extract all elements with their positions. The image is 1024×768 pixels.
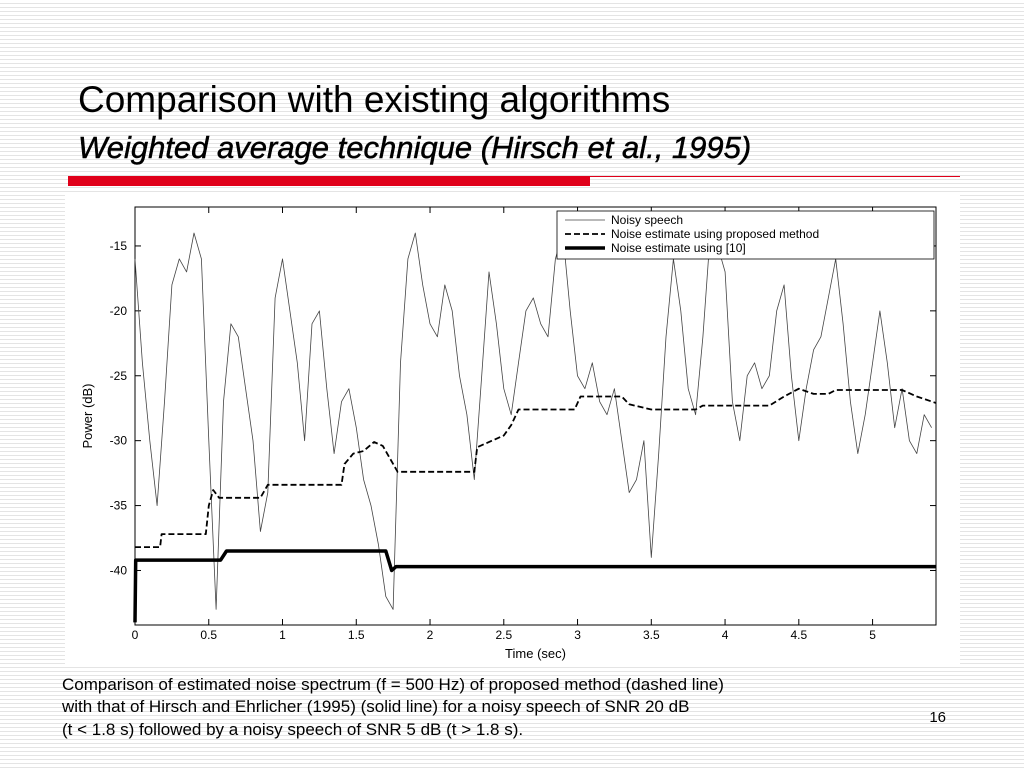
title-bar	[68, 176, 590, 186]
y-tick-label: -15	[110, 239, 128, 253]
chart: -15 -20 -25 -30 -35 -40 0 0.5 1 1.5 2 2.5 3 3.5 4 4.5 5 T…	[80, 206, 937, 661]
series-line	[133, 549, 936, 623]
page-number: 16	[929, 709, 946, 726]
legend-label: Noise estimate using proposed method	[611, 227, 819, 241]
x-axis-label: Time (sec)	[505, 646, 566, 661]
x-tick-label: 1.5	[348, 628, 365, 642]
caption-line: Comparison of estimated noise spectrum (…	[62, 675, 724, 694]
x-tick-label: 0.5	[200, 628, 217, 642]
y-axis-label: Power (dB)	[80, 383, 95, 448]
x-tick-label: 4.5	[790, 628, 807, 642]
legend-label: Noise estimate using [10]	[611, 241, 746, 255]
plot-frame	[134, 206, 937, 626]
legend-label: Noisy speech	[611, 213, 683, 227]
legend-box	[556, 210, 935, 260]
x-tick-label: 1	[279, 628, 286, 642]
y-tick-label: -20	[110, 304, 128, 318]
y-tick-label: -35	[110, 499, 128, 513]
y-tick-label: -40	[110, 563, 128, 577]
x-tick-label: 2.5	[495, 628, 512, 642]
x-tick-label: 2	[427, 628, 434, 642]
y-tick-label: -25	[110, 369, 128, 383]
x-tick-label: 5	[869, 628, 876, 642]
x-tick-label: 3.5	[643, 628, 660, 642]
caption-line: with that of Hirsch and Ehrlicher (1995)…	[61, 697, 689, 716]
caption-line: (t < 1.8 s) followed by a noisy speech o…	[62, 720, 523, 739]
y-tick-label: -30	[110, 434, 128, 448]
x-tick-label: 3	[574, 628, 581, 642]
slide-subtitle: Weighted average technique (Hirsch et al…	[78, 130, 751, 165]
series-line	[135, 387, 937, 548]
x-tick-label: 0	[132, 628, 139, 642]
x-tick-label: 4	[722, 628, 729, 642]
series-line	[134, 232, 932, 610]
slide-title: Comparison with existing algorithms	[78, 79, 670, 120]
